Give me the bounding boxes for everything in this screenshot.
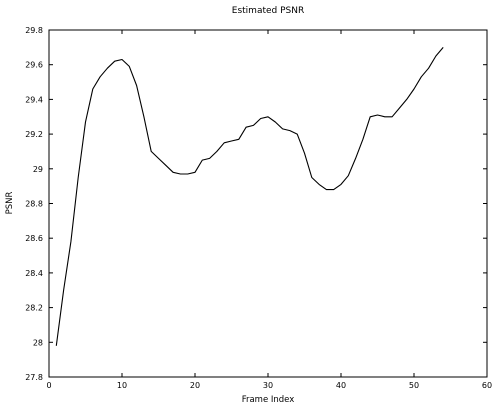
y-axis-label: PSNR bbox=[5, 192, 15, 215]
y-tick-label: 28.8 bbox=[25, 200, 43, 209]
y-tick-label: 29.8 bbox=[25, 26, 43, 35]
y-tick-label: 28 bbox=[33, 338, 43, 347]
x-tick-label: 0 bbox=[46, 381, 51, 390]
y-tick-label: 29.2 bbox=[25, 130, 43, 139]
x-tick-label: 10 bbox=[117, 381, 127, 390]
chart-title: Estimated PSNR bbox=[232, 6, 304, 16]
y-tick-label: 27.8 bbox=[25, 373, 43, 382]
y-tick-label: 29 bbox=[33, 165, 43, 174]
plot-area-frame bbox=[48, 29, 488, 378]
axis-ticks bbox=[48, 29, 488, 378]
x-axis-label: Frame Index bbox=[242, 395, 295, 405]
y-tick-label: 28.2 bbox=[25, 304, 43, 313]
x-tick-label: 60 bbox=[482, 381, 492, 390]
x-tick-label: 50 bbox=[409, 381, 419, 390]
y-tick-label: 28.4 bbox=[25, 269, 43, 278]
psnr-series-line bbox=[55, 47, 444, 346]
x-tick-label: 30 bbox=[263, 381, 273, 390]
axis-tick-labels: 0 10 20 30 40 50 60 27.8 28 28.2 28.4 28.6 28.8 29 29.… bbox=[25, 26, 492, 390]
y-tick-label: 28.6 bbox=[25, 234, 43, 243]
x-tick-label: 20 bbox=[190, 381, 200, 390]
x-tick-label: 40 bbox=[336, 381, 346, 390]
y-tick-label: 29.6 bbox=[25, 61, 43, 70]
y-tick-label: 29.4 bbox=[25, 95, 43, 104]
